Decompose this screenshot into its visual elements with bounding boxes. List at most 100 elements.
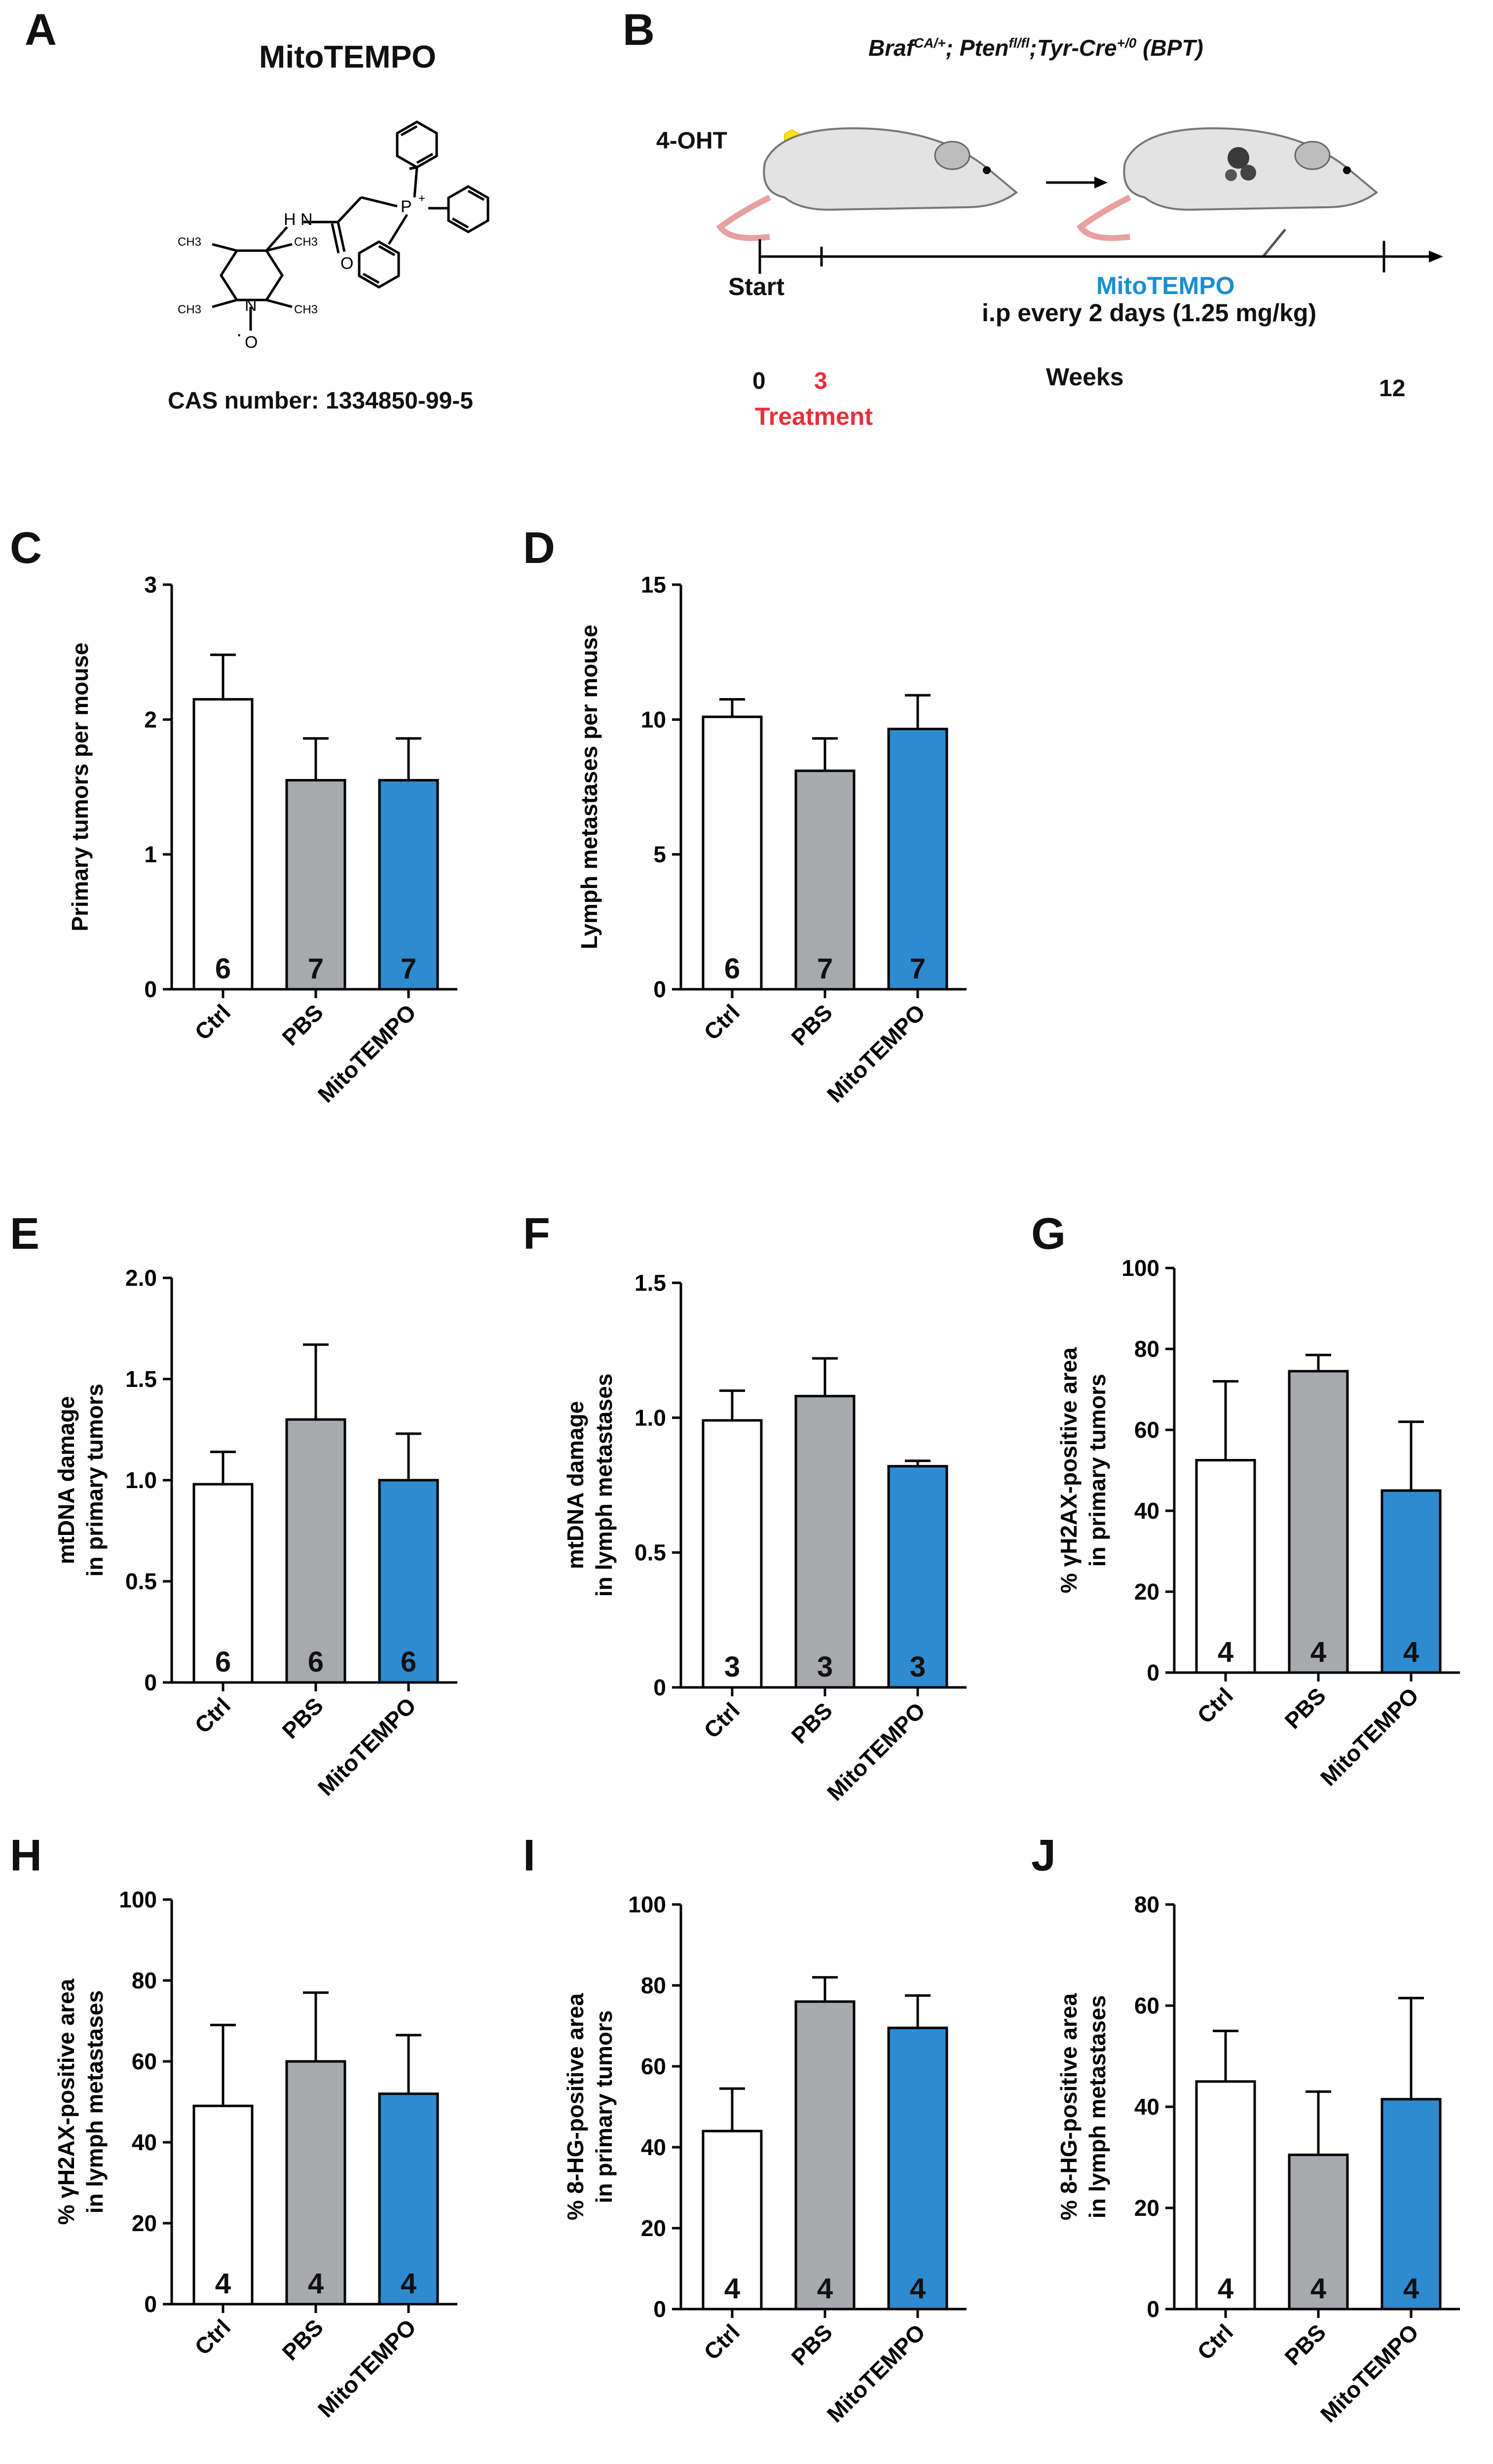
sample-size-label: 3 [910,1651,926,1683]
y-tick-label: 0 [1147,2296,1159,2322]
y-axis-label-line2: in primary tumors [591,2010,617,2203]
dosing-label: i.p every 2 days (1.25 mg/kg) [982,299,1317,327]
y-tick-label: 1.0 [125,1467,157,1493]
x-tick-label: MitoTEMPO [822,1697,930,1805]
y-tick-label: 40 [641,2134,666,2160]
y-tick-label: 0 [144,1670,157,1695]
bar-pbs [794,2000,856,2311]
y-tick-label: 0 [144,976,157,1002]
amide-nh-label: H N [284,210,313,229]
x-tick-label: PBS [1279,1682,1331,1734]
genotype-bpt: (BPT) [1136,35,1203,61]
ring-n-label: N [245,296,257,315]
bar-mitotempo [887,727,948,991]
y-tick-label: 20 [132,2210,157,2236]
genotype-pten: ; Pten [945,35,1009,61]
genotype-pten-allele: fl/fl [1008,35,1030,51]
carbonyl-o-label: O [340,254,353,273]
mouse-untreated-icon [716,127,1018,241]
panel-letter-c: C [10,523,42,573]
bar-pbs [285,1418,346,1684]
y-tick-label: 0.5 [125,1568,157,1594]
radical-dot: · [236,323,242,345]
bar-ctrl [192,698,254,991]
y-tick-label: 80 [132,1968,157,1993]
timeline-tick-3: 3 [814,368,827,394]
x-tick-label: Ctrl [1192,1682,1238,1728]
sample-size-label: 7 [308,953,324,985]
y-tick-label: 0 [653,976,666,1002]
y-axis-label: % 8-HG-positive area [562,1993,588,2221]
x-tick-label: PBS [786,1697,837,1749]
x-tick-label: PBS [786,999,837,1050]
x-tick-label: Ctrl [189,2314,235,2360]
methyl-label-2: CH3 [178,303,201,316]
timeline-tick-0: 0 [752,368,766,394]
bar-mitotempo [1381,1489,1442,1674]
phosphorus-label: P [401,197,412,216]
y-tick-label: 40 [1134,1498,1159,1524]
panel-letter-f: F [523,1209,550,1259]
y-tick-label: 20 [1134,2195,1159,2221]
sample-size-label: 6 [724,953,740,985]
y-tick-label: 0 [653,2296,666,2322]
y-axis-label: Lymph metastases per mouse [576,625,602,949]
y-tick-label: 80 [641,1973,666,1998]
methyl-label-1: CH3 [178,235,201,249]
y-axis-label-line2: in lymph metastases [1084,1995,1110,2219]
y-tick-label: 2 [144,707,157,732]
sample-size-label: 4 [817,2273,833,2305]
y-tick-label: 2.0 [125,1265,157,1291]
sample-size-label: 4 [1310,2273,1326,2305]
chart-i: 0 20 40 60 80 100 % 8-HG-positive area in prima… [562,1892,967,2427]
sample-size-label: 6 [308,1646,324,1678]
genotype-tyrcre-allele: +/0 [1117,35,1137,51]
x-tick-label: Ctrl [1192,2319,1238,2365]
bar-ctrl [702,715,763,991]
bar-pbs [794,1395,856,1689]
bar-ctrl [702,1419,763,1689]
y-tick-label: 40 [1134,2094,1159,2120]
y-axis-label: mtDNA damage [562,1401,588,1569]
y-tick-label: 0.5 [635,1540,666,1566]
nitroxide-o-label: O [245,333,258,352]
y-tick-label: 80 [1134,1336,1159,1362]
sample-size-label: 7 [401,953,416,985]
x-tick-label: MitoTEMPO [822,999,930,1107]
y-tick-label: 20 [641,2215,666,2241]
sample-size-label: 4 [910,2273,926,2305]
mitotempo-structure: H N O P + N O · CH3 CH3 CH3 CH3 [178,120,489,352]
x-tick-label: MitoTEMPO [313,2314,421,2422]
phosphonium-charge: + [418,192,425,205]
sample-size-label: 3 [724,1651,740,1683]
y-tick-label: 100 [119,1887,157,1912]
y-tick-label: 15 [641,572,666,597]
bar-ctrl [1195,1459,1256,1674]
x-tick-label: PBS [786,2319,837,2370]
x-tick-label: MitoTEMPO [1315,2319,1423,2427]
sample-size-label: 4 [1218,2273,1233,2305]
y-tick-label: 1.0 [635,1405,666,1430]
y-tick-label: 1 [144,842,157,867]
sample-size-label: 6 [215,1646,231,1678]
x-tick-label: Ctrl [189,999,235,1045]
y-axis-label-line2: in lymph metastases [82,1990,108,2214]
y-tick-label: 0 [1147,1660,1159,1685]
x-tick-label: PBS [1279,2319,1331,2370]
bar-mitotempo [887,1465,948,1689]
bar-pbs [1288,2153,1349,2311]
sample-size-label: 4 [215,2268,231,2300]
y-tick-label: 1.5 [635,1270,666,1296]
sample-size-label: 6 [215,953,231,985]
x-tick-label: Ctrl [189,1692,235,1738]
x-tick-label: MitoTEMPO [1315,1682,1423,1791]
y-tick-label: 60 [1134,1993,1159,2018]
sample-size-label: 4 [1403,2273,1419,2305]
y-tick-label: 10 [641,707,666,732]
mitotempo-treatment-label: MitoTEMPO [1096,272,1235,299]
panel-letter-d: D [523,523,555,573]
phenyl-ring-right [447,185,489,233]
chart-d: 0 5 10 15 Lymph metastases per mouse 6 Ctrl 7 PB… [576,572,967,1108]
bar-mitotempo [887,2026,948,2311]
